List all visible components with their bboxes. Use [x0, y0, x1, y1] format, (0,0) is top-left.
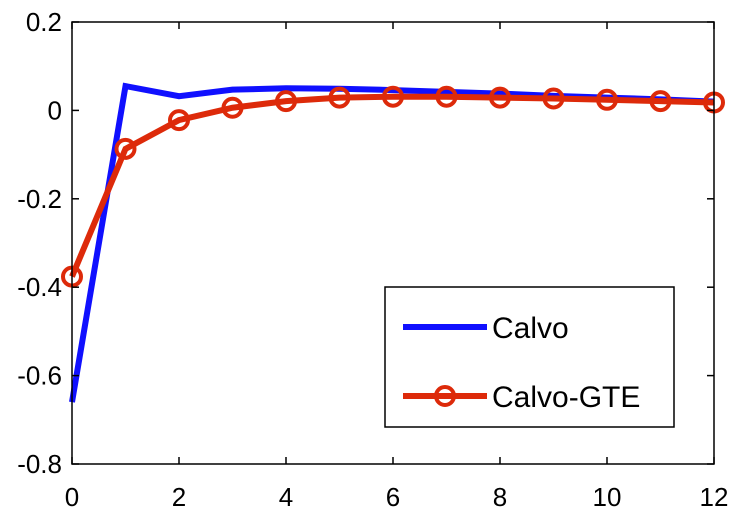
x-tick-label: 0	[65, 482, 79, 512]
legend-box	[384, 286, 675, 428]
data-point-calvo-gte	[596, 88, 618, 111]
legend-marker-calvo-gte	[434, 385, 456, 407]
series-layer	[61, 82, 725, 403]
x-tick-labels: 0 2 4 6 8 10 12	[65, 482, 729, 512]
y-tick-label: 0	[48, 95, 62, 125]
x-tick-label: 2	[172, 482, 186, 512]
data-point-calvo-gte	[435, 85, 458, 108]
data-point-calvo-gte	[649, 90, 672, 113]
data-point-calvo-gte	[489, 86, 511, 109]
y-tick-labels: 0.2 0 -0.2 -0.4 -0.6 -0.8	[17, 7, 62, 479]
series-line-calvo-gte	[69, 93, 715, 278]
y-tick-label: -0.6	[17, 361, 62, 391]
y-tick-label: -0.4	[17, 272, 62, 302]
data-point-calvo-gte	[114, 137, 137, 160]
legend-label-calvo: Calvo	[492, 312, 569, 345]
data-point-calvo-gte	[275, 90, 297, 113]
y-tick-label: 0.2	[26, 7, 62, 37]
x-tick-label: 4	[279, 482, 293, 512]
data-point-calvo-gte	[382, 85, 404, 108]
y-tick-label: -0.2	[17, 184, 62, 214]
data-point-calvo-gte	[542, 87, 565, 110]
x-tick-label: 12	[700, 482, 729, 512]
x-tick-label: 6	[386, 482, 400, 512]
x-tick-label: 8	[493, 482, 507, 512]
y-tick-label: -0.8	[17, 449, 62, 479]
x-tick-label: 10	[593, 482, 622, 512]
legend: Calvo Calvo-GTE	[384, 286, 675, 428]
data-point-calvo-gte	[328, 86, 351, 109]
plot-frame	[71, 21, 715, 465]
legend-label-calvo-gte: Calvo-GTE	[492, 381, 640, 414]
data-point-calvo-gte	[168, 109, 190, 132]
data-point-calvo-gte	[221, 96, 244, 119]
